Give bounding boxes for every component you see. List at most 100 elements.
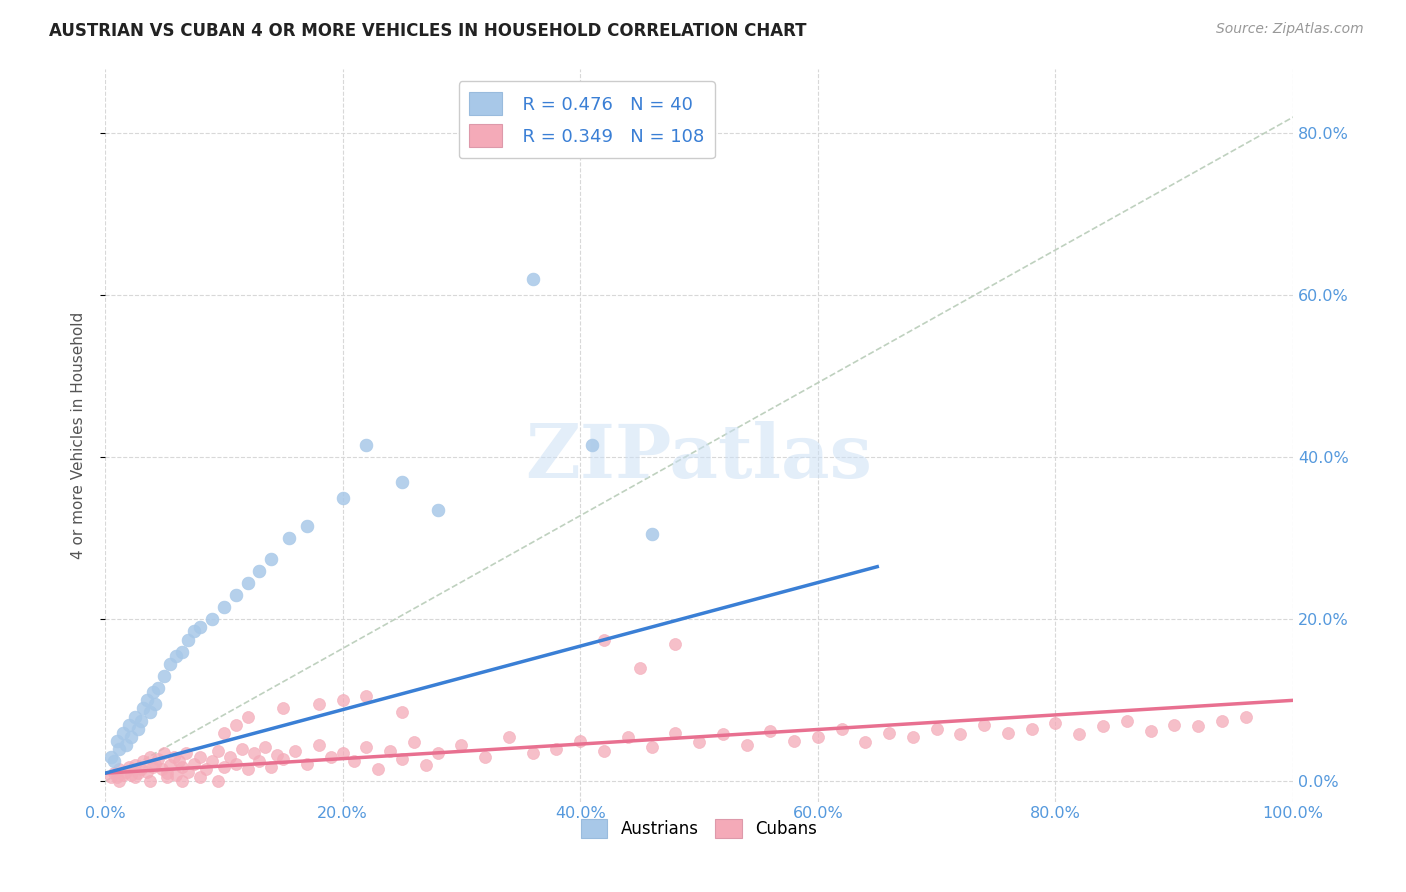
Point [1045,716,1067,731]
Point [139,774,162,789]
Point [194,762,217,776]
Point [236,709,259,723]
Point [159,657,181,671]
Point [271,701,294,715]
Point [332,693,354,707]
Point [148,681,170,695]
Point [165,648,187,663]
Point [260,760,283,774]
Point [118,717,141,731]
Point [103,754,125,768]
Point [120,768,142,782]
Point [108,742,131,756]
Point [593,632,616,647]
Point [132,754,155,768]
Point [474,750,496,764]
Point [522,272,544,286]
Point [249,754,271,768]
Point [225,717,247,731]
Point [295,756,318,771]
Point [356,740,378,755]
Point [450,738,472,752]
Point [640,740,662,755]
Point [284,743,307,757]
Point [153,746,176,760]
Point [1115,714,1137,728]
Point [1021,722,1043,736]
Point [1139,724,1161,739]
Point [853,735,876,749]
Point [165,768,187,782]
Point [1187,719,1209,733]
Point [127,722,149,736]
Point [150,762,173,776]
Point [183,756,205,771]
Point [249,564,271,578]
Point [132,701,155,715]
Point [498,730,520,744]
Point [153,669,176,683]
Point [236,575,259,590]
Point [973,717,995,731]
Point [141,685,163,699]
Point [831,722,853,736]
Point [231,742,253,756]
Point [177,632,200,647]
Point [415,758,437,772]
Point [640,527,662,541]
Point [1069,727,1091,741]
Point [356,438,378,452]
Point [143,756,166,771]
Point [522,746,544,760]
Point [183,624,205,639]
Point [129,714,152,728]
Point [266,748,288,763]
Point [212,600,235,615]
Point [115,764,138,779]
Point [225,756,247,771]
Point [807,730,830,744]
Point [581,438,603,452]
Point [100,750,122,764]
Point [332,746,354,760]
Text: ZIPatlas: ZIPatlas [526,420,873,493]
Point [391,706,413,720]
Point [167,754,190,768]
Point [236,762,259,776]
Point [212,760,235,774]
Point [156,770,179,784]
Point [118,760,141,774]
Point [402,735,425,749]
Point [129,762,152,776]
Point [308,738,330,752]
Point [172,645,194,659]
Point [426,503,449,517]
Point [319,750,342,764]
Point [156,766,179,780]
Point [163,750,186,764]
Point [759,724,782,739]
Point [105,770,128,784]
Point [278,532,301,546]
Point [367,762,389,776]
Point [569,734,592,748]
Point [201,754,224,768]
Point [295,519,318,533]
Point [997,725,1019,739]
Point [124,758,146,772]
Point [159,758,181,772]
Point [141,760,163,774]
Point [664,637,686,651]
Point [949,727,972,741]
Point [901,730,924,744]
Point [207,743,229,757]
Point [877,725,900,739]
Point [688,735,710,749]
Legend: Austrians, Cubans: Austrians, Cubans [574,812,824,845]
Point [108,762,131,776]
Point [593,743,616,757]
Point [391,751,413,765]
Point [783,734,806,748]
Point [378,743,401,757]
Point [103,766,125,780]
